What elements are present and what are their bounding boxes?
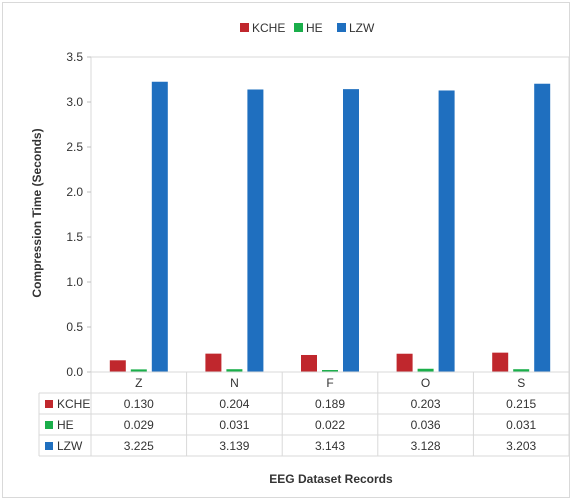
x-tick-label-z: Z xyxy=(135,376,142,390)
legend-swatch-lzw xyxy=(337,23,346,32)
legend-swatch-he xyxy=(294,23,303,32)
chart: KCHE HE LZW 0.0 0.5 1.0 1.5 2.0 2.5 3.0 3.5 Z N F O S… xyxy=(30,21,570,486)
y-axis-title: Compression Time (Seconds) xyxy=(30,128,44,297)
legend-label-kche: KCHE xyxy=(252,21,285,35)
table-row-label-kche: KCHE xyxy=(57,397,90,411)
y-tick-label: 3.5 xyxy=(66,50,83,64)
legend-label-he: HE xyxy=(306,21,323,35)
data-label-kche-s: 0.215 xyxy=(506,397,536,411)
y-tick-label: 0.5 xyxy=(66,320,83,334)
data-label-he-o: 0.036 xyxy=(411,418,441,432)
bar-lzw-z xyxy=(151,81,168,372)
table-swatch-kche xyxy=(45,400,53,408)
x-tick-label-n: N xyxy=(230,376,239,390)
bar-he-o xyxy=(417,368,434,372)
legend-label-lzw: LZW xyxy=(349,21,375,35)
table-swatch-lzw xyxy=(45,442,53,450)
data-label-lzw-f: 3.143 xyxy=(315,439,345,453)
bar-he-f xyxy=(322,370,338,372)
data-label-lzw-s: 3.203 xyxy=(506,439,536,453)
x-tick-label-o: O xyxy=(421,376,430,390)
bar-kche-f xyxy=(301,354,317,372)
bar-he-n xyxy=(226,369,243,372)
y-tick-label: 0.0 xyxy=(66,365,83,379)
data-label-kche-f: 0.189 xyxy=(315,397,345,411)
bar-lzw-n xyxy=(247,89,264,373)
table-swatch-he xyxy=(45,421,53,429)
x-tick-label-s: S xyxy=(517,376,525,390)
y-tick-label: 3.0 xyxy=(66,95,83,109)
data-label-kche-n: 0.204 xyxy=(219,397,249,411)
data-label-he-n: 0.031 xyxy=(219,418,249,432)
bar-kche-z xyxy=(109,360,126,372)
data-label-he-f: 0.022 xyxy=(315,418,345,432)
y-tick-label: 1.5 xyxy=(66,230,83,244)
table-row-label-he: HE xyxy=(57,418,74,432)
data-label-lzw-n: 3.139 xyxy=(219,439,249,453)
legend: KCHE HE LZW xyxy=(240,21,375,35)
data-label-he-s: 0.031 xyxy=(506,418,536,432)
data-label-lzw-o: 3.128 xyxy=(411,439,441,453)
bar-lzw-s xyxy=(534,83,551,372)
bar-kche-n xyxy=(205,353,222,372)
bar-lzw-o xyxy=(438,90,455,372)
bars xyxy=(109,81,551,373)
y-axis: 0.0 0.5 1.0 1.5 2.0 2.5 3.0 3.5 xyxy=(66,50,570,379)
data-label-kche-o: 0.203 xyxy=(411,397,441,411)
y-tick-label: 1.0 xyxy=(66,275,83,289)
data-table: Z N F O S KCHE 0.130 0.204 0.189 0.203 0.215 HE 0.02… xyxy=(38,371,570,457)
data-label-lzw-z: 3.225 xyxy=(124,439,154,453)
y-tick-label: 2.5 xyxy=(66,140,83,154)
x-axis-title: EEG Dataset Records xyxy=(269,472,393,486)
bar-he-s xyxy=(513,369,530,372)
bar-kche-o xyxy=(396,353,413,372)
x-tick-label-f: F xyxy=(326,376,333,390)
legend-swatch-kche xyxy=(240,23,249,32)
bar-kche-s xyxy=(492,352,509,372)
bar-lzw-f xyxy=(343,89,359,372)
table-row-label-lzw: LZW xyxy=(57,439,83,453)
data-label-kche-z: 0.130 xyxy=(124,397,154,411)
data-label-he-z: 0.029 xyxy=(124,418,154,432)
y-tick-label: 2.0 xyxy=(66,185,83,199)
bar-he-z xyxy=(130,369,147,372)
